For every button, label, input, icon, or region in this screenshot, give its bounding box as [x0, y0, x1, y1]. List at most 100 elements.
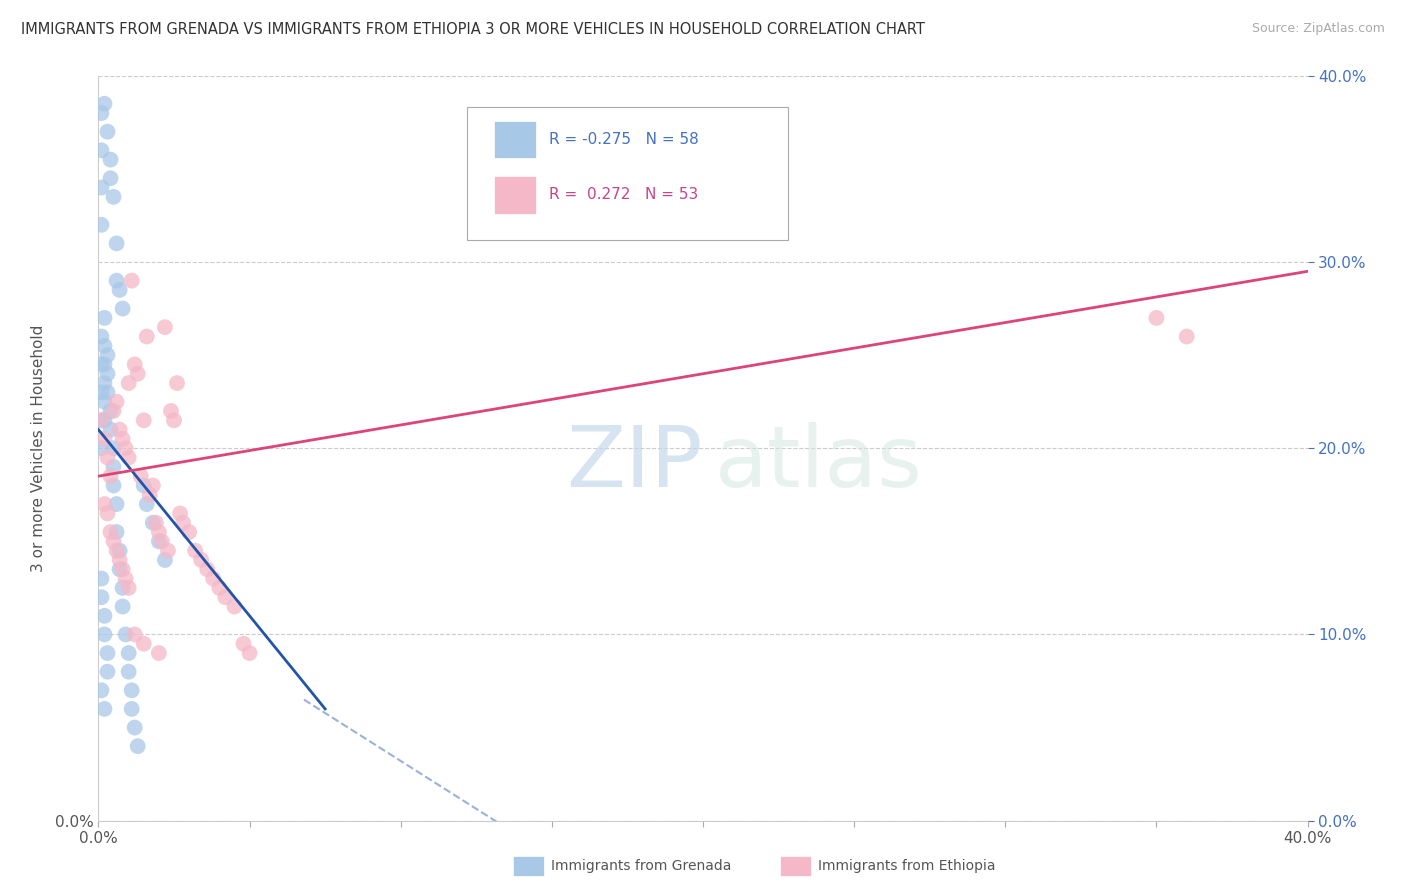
Point — [118, 646, 141, 660]
Point — [148, 524, 170, 539]
Point — [93, 627, 115, 641]
Point — [111, 432, 134, 446]
Point — [100, 171, 122, 186]
Y-axis label: 3 or more Vehicles in Household: 3 or more Vehicles in Household — [31, 325, 46, 572]
Point — [93, 394, 115, 409]
Point — [114, 572, 136, 586]
Point — [114, 441, 136, 455]
Point — [90, 413, 112, 427]
Point — [96, 450, 118, 465]
Point — [118, 665, 141, 679]
Point — [96, 367, 118, 381]
Point — [96, 646, 118, 660]
Point — [148, 534, 170, 549]
Point — [90, 385, 112, 400]
Point — [93, 339, 115, 353]
Point — [108, 423, 131, 437]
Point — [118, 450, 141, 465]
Point — [105, 543, 128, 558]
Point — [166, 376, 188, 390]
Point — [105, 394, 128, 409]
Point — [111, 599, 134, 614]
Point — [100, 524, 122, 539]
Point — [96, 665, 118, 679]
Point — [202, 572, 225, 586]
Point — [139, 488, 162, 502]
Point — [214, 591, 236, 605]
Point — [93, 413, 115, 427]
Point — [90, 683, 112, 698]
Point — [224, 599, 246, 614]
Point — [148, 646, 170, 660]
FancyBboxPatch shape — [494, 120, 536, 158]
Point — [169, 507, 191, 521]
Point — [103, 190, 125, 204]
Point — [160, 404, 183, 418]
Point — [103, 459, 125, 474]
Point — [127, 367, 149, 381]
Point — [156, 543, 179, 558]
Point — [124, 627, 146, 641]
Point — [93, 702, 115, 716]
Point — [124, 358, 146, 372]
Point — [90, 441, 112, 455]
Point — [96, 507, 118, 521]
Point — [239, 646, 262, 660]
Text: atlas: atlas — [716, 422, 924, 505]
Point — [90, 180, 112, 194]
Text: Immigrants from Ethiopia: Immigrants from Ethiopia — [818, 859, 995, 873]
Point — [163, 413, 186, 427]
Point — [96, 348, 118, 362]
Point — [124, 721, 146, 735]
Point — [90, 413, 112, 427]
Point — [114, 627, 136, 641]
Point — [190, 553, 212, 567]
Point — [121, 702, 143, 716]
Point — [208, 581, 231, 595]
Point — [93, 96, 115, 111]
Text: IMMIGRANTS FROM GRENADA VS IMMIGRANTS FROM ETHIOPIA 3 OR MORE VEHICLES IN HOUSEH: IMMIGRANTS FROM GRENADA VS IMMIGRANTS FR… — [21, 22, 925, 37]
Point — [90, 329, 112, 343]
Point — [118, 581, 141, 595]
Text: Immigrants from Grenada: Immigrants from Grenada — [551, 859, 731, 873]
Point — [132, 413, 155, 427]
FancyBboxPatch shape — [494, 177, 536, 213]
Point — [127, 739, 149, 753]
Point — [108, 283, 131, 297]
Point — [108, 553, 131, 567]
Point — [96, 385, 118, 400]
Point — [150, 534, 173, 549]
Point — [93, 497, 115, 511]
Point — [93, 432, 115, 446]
Point — [153, 553, 176, 567]
Point — [93, 608, 115, 623]
Point — [90, 591, 112, 605]
Point — [105, 236, 128, 251]
Text: R =  0.272   N = 53: R = 0.272 N = 53 — [550, 187, 699, 202]
Point — [1175, 329, 1198, 343]
Point — [100, 469, 122, 483]
Point — [184, 543, 207, 558]
Point — [118, 376, 141, 390]
Point — [90, 572, 112, 586]
Text: ZIP: ZIP — [567, 422, 703, 505]
Point — [105, 497, 128, 511]
Point — [111, 581, 134, 595]
Point — [142, 478, 165, 492]
Point — [111, 562, 134, 576]
Point — [100, 404, 122, 418]
Point — [108, 562, 131, 576]
Point — [121, 683, 143, 698]
Point — [195, 562, 218, 576]
Point — [90, 218, 112, 232]
Point — [103, 478, 125, 492]
Point — [103, 534, 125, 549]
Point — [105, 274, 128, 288]
Point — [90, 143, 112, 157]
Point — [96, 125, 118, 139]
Point — [129, 469, 152, 483]
Point — [142, 516, 165, 530]
Point — [105, 524, 128, 539]
Point — [172, 516, 194, 530]
Point — [153, 320, 176, 334]
